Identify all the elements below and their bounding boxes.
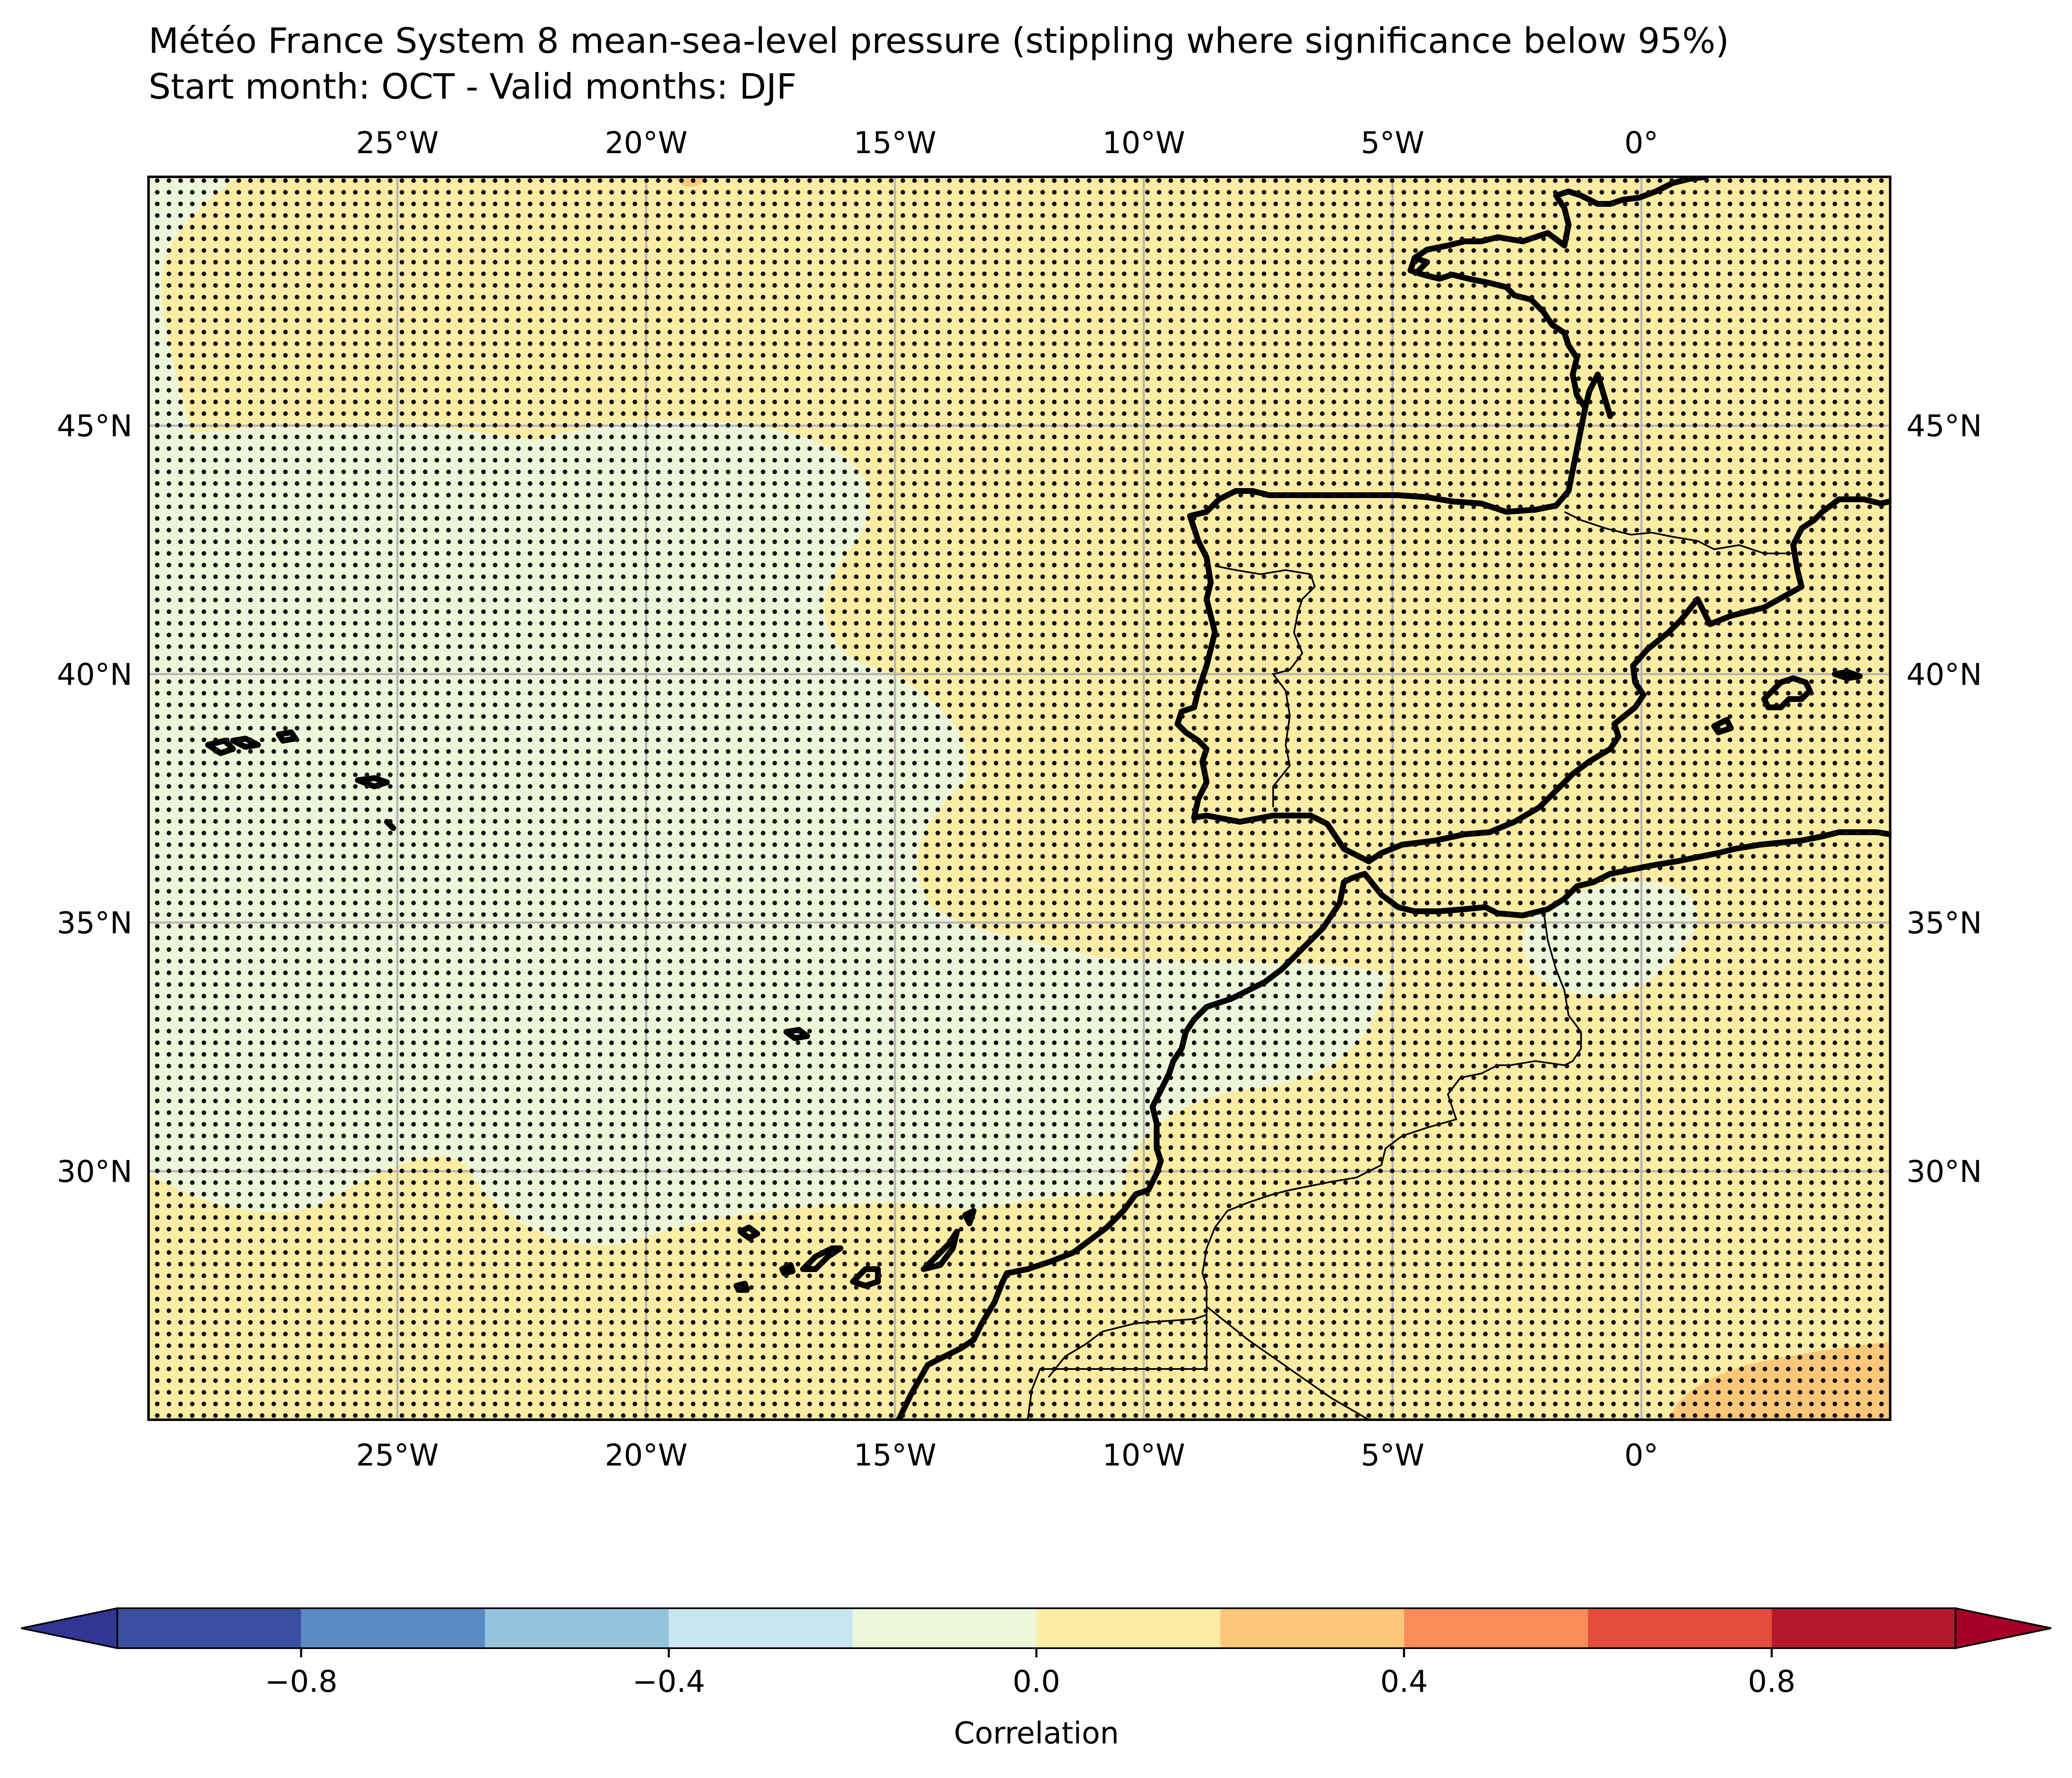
map-frame [147,176,1891,1421]
lat-tick-label-left: 40°N [57,657,132,692]
lon-tick-label-bottom: 10°W [1103,1438,1185,1473]
colorbar-cell [1036,1608,1220,1648]
lon-tick-label-bottom: 15°W [854,1438,937,1473]
colorbar-cell [485,1608,669,1648]
colorbar-cell [853,1608,1036,1648]
lon-tick-label-top: 0° [1624,125,1658,160]
lon-ticks-bottom: 25°W 20°W 15°W 10°W 5°W 0° [356,1438,1658,1473]
colorbar-cell [117,1608,301,1648]
significance-stippling [149,177,1890,1420]
lat-tick-label-right: 45°N [1906,408,1982,443]
colorbar-tick-label: −0.8 [265,1664,337,1699]
colorbar-tick-label: −0.4 [632,1664,705,1699]
colorbar-tick-label: 0.0 [1013,1664,1061,1699]
colorbar-cells [117,1608,1956,1648]
colorbar-cell [1220,1608,1404,1648]
lat-tick-label-left: 45°N [57,408,132,443]
lon-tick-label-bottom: 25°W [356,1438,439,1473]
lat-tick-label-right: 35°N [1906,905,1982,940]
colorbar-cell [1404,1608,1588,1648]
lon-tick-label-top: 5°W [1361,125,1425,160]
map-title: Météo France System 8 mean-sea-level pre… [149,20,1729,61]
lon-tick-label-top: 25°W [356,125,439,160]
lon-tick-label-top: 20°W [605,125,688,160]
lat-tick-label-left: 30°N [57,1154,132,1189]
colorbar-cell [301,1608,485,1648]
colorbar-cell [669,1608,853,1648]
lon-tick-label-top: 10°W [1103,125,1185,160]
lon-tick-label-bottom: 20°W [605,1438,688,1473]
colorbar-cell [1588,1608,1772,1648]
lon-tick-label-bottom: 5°W [1361,1438,1425,1473]
lon-tick-label-bottom: 0° [1624,1438,1658,1473]
lat-tick-label-right: 40°N [1906,657,1982,692]
colorbar-label: Correlation [954,1716,1119,1751]
map-panel: 25°W 20°W 15°W 10°W 5°W 0° 25°W 20°W 15°W 10°W 5°… [57,125,1982,1473]
colorbar-cell [1772,1608,1956,1648]
lat-ticks-right: 45°N 40°N 35°N 30°N [1906,408,1982,1189]
lat-ticks-left: 45°N 40°N 35°N 30°N [57,408,132,1189]
lon-ticks-top: 25°W 20°W 15°W 10°W 5°W 0° [356,125,1658,160]
map-subtitle: Start month: OCT - Valid months: DJF [149,66,797,107]
lat-tick-label-right: 30°N [1906,1154,1982,1189]
colorbar-ticks: −0.8 −0.4 0.0 0.4 0.8 [265,1648,1795,1699]
colorbar-extend-max [1955,1607,2052,1649]
colorbar-extend-min [21,1607,118,1649]
colorbar: −0.8 −0.4 0.0 0.4 0.8 Correlation [21,1607,2052,1751]
colorbar-tick-label: 0.4 [1380,1664,1428,1699]
lat-tick-label-left: 35°N [57,905,132,940]
colorbar-tick-label: 0.8 [1748,1664,1796,1699]
lon-tick-label-top: 15°W [854,125,937,160]
